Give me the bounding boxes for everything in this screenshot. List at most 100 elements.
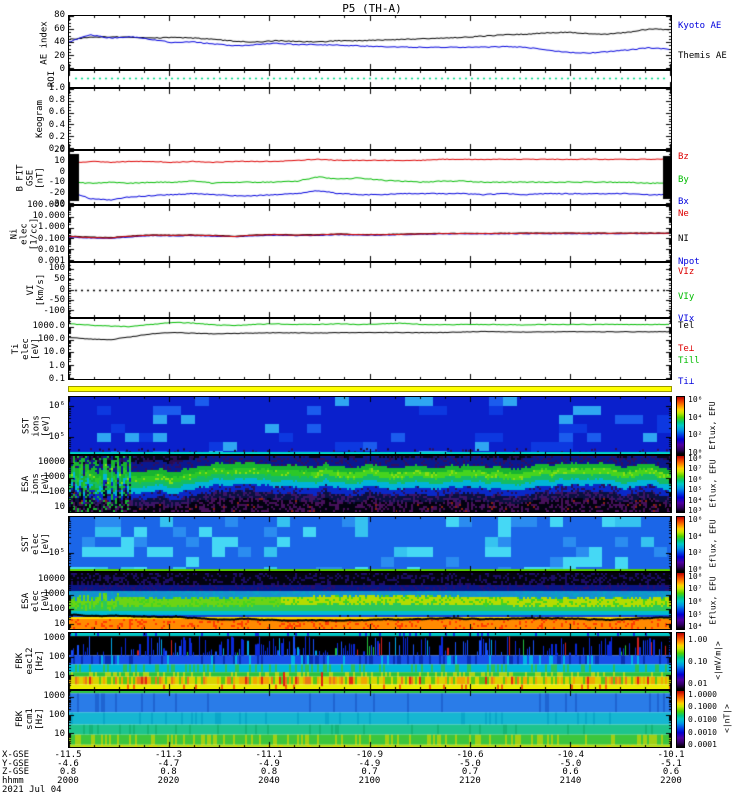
sst_ions-colorbar-tick: 10⁰	[688, 448, 703, 458]
fbk_b-colorbar	[676, 690, 685, 748]
ae-ytick-label: 80	[54, 10, 65, 20]
panel-ae	[68, 15, 672, 70]
velocity-ytick-label: 0	[59, 284, 65, 295]
keogram-ytick-label: 0.0	[48, 144, 65, 154]
date-label: 2021 Jul 04	[2, 785, 62, 795]
ae-trace-label-kyoto-ae: Kyoto AE	[678, 20, 722, 31]
xaxis-row-label-hhmm: hhmm	[2, 775, 24, 786]
temperature-axis-label: Ti elec [eV]	[11, 338, 41, 360]
xaxis-value: 0.6	[662, 767, 680, 777]
fbk_b-spectrogram-canvas	[69, 691, 671, 747]
esa_elec-colorbar-title: Eflux, EFU	[708, 576, 718, 625]
sst_elec-colorbar-tick: 10⁰	[688, 565, 703, 575]
sst_ions-axis-label: SST ions [eV]	[21, 414, 51, 437]
esa_elec-colorbar	[676, 572, 685, 630]
bfield-ytick-label: -10	[48, 177, 65, 188]
velocity-ytick-label: -100	[43, 305, 65, 316]
xaxis-value: -10.9	[355, 750, 384, 760]
esa_elec-ytick-label: 10000	[37, 574, 65, 585]
esa_elec-colorbar-tick: 10⁴	[688, 622, 703, 632]
sst_elec-axis-label: SST elec [eV]	[21, 533, 51, 555]
esa_ions-colorbar-tick: 10⁷	[688, 464, 703, 474]
keogram-ytick-label: 0.6	[48, 107, 65, 118]
xaxis-value: -4.6	[57, 758, 79, 769]
esa_ions-ytick-label: 10	[54, 502, 65, 513]
esa_elec-colorbar-tick: 10⁶	[688, 597, 703, 606]
sst_elec-colorbar-title: Eflux, EFU	[708, 519, 718, 568]
sst_ions-ytick-label: 10⁶	[48, 400, 65, 411]
temperature-trace-label-till: Till	[678, 356, 700, 367]
fbk_b-ytick-label: 10	[54, 728, 65, 739]
xaxis-value: -5.0	[559, 758, 582, 769]
xaxis-value: 0.6	[562, 767, 579, 777]
density-ytick-label: 10.000	[32, 211, 65, 222]
ae-plot-canvas	[69, 16, 671, 69]
temperature-ytick-label: 100.0	[37, 334, 65, 345]
density-ytick-label: 0.001	[37, 256, 65, 266]
bfield-trace-label-bx: Bx	[678, 197, 689, 208]
temperature-plot-canvas	[69, 319, 671, 379]
velocity-trace-label-viz: VIz	[678, 266, 695, 277]
esa_ions-axis-label: ESA ions [eV]	[21, 473, 51, 495]
roi-plot-canvas	[69, 71, 671, 87]
velocity-trace-label-viy: VIy	[678, 291, 695, 302]
fbk_b-ytick-label: 100	[48, 709, 65, 720]
roi-highlight-bar	[68, 386, 672, 392]
velocity-trace-label-vix: VIx	[678, 314, 695, 325]
ae-ytick-label: 0	[59, 64, 65, 74]
keogram-ytick-label: 1.0	[48, 83, 65, 93]
esa_elec-ytick-label: 10	[54, 619, 65, 630]
density-trace-label-npot: Npot	[678, 257, 700, 267]
temperature-trace-label-te-: Te⊥	[678, 344, 695, 355]
xaxis-row-label-x-gse: X-GSE	[2, 750, 30, 760]
fbk_b-colorbar-tick: 0.0010	[688, 727, 717, 737]
esa_ions-colorbar	[676, 455, 685, 513]
esa_ions-ytick-label: 1000	[43, 472, 65, 483]
fbk_b-colorbar-tick: 1.0000	[688, 689, 717, 699]
esa_ions-colorbar-tick: 10⁸	[688, 454, 703, 464]
bfield-ytick-label: 20	[54, 145, 65, 155]
fbk_e-colorbar	[676, 632, 685, 690]
density-trace-label-ne: Ne	[678, 208, 689, 219]
density-plot-canvas	[69, 206, 671, 261]
temperature-trace-label-tel: Tel	[678, 320, 695, 331]
fbk_b-colorbar-tick: 0.0001	[688, 740, 717, 750]
panel-sst_ions	[68, 396, 672, 455]
esa_elec-ytick-label: 100	[48, 604, 65, 615]
fbk_b-colorbar-tick: 0.0100	[688, 715, 717, 724]
fbk_e-axis-label: FBK eac12 [Hz]	[15, 647, 45, 675]
panel-esa_elec	[68, 572, 672, 630]
xaxis-value: 2200	[660, 775, 682, 786]
xaxis-value: -4.9	[358, 758, 381, 769]
keogram-plot-canvas	[69, 89, 671, 149]
density-ytick-label: 100.000	[27, 200, 65, 210]
xaxis-value: 0.8	[59, 767, 77, 777]
esa_ions-colorbar-tick: 10⁶	[688, 474, 703, 484]
bfield-trace-label-bz: Bz	[678, 152, 689, 163]
panel-sst_elec	[68, 516, 672, 572]
esa_ions-colorbar-tick: 10⁵	[688, 485, 703, 495]
bfield-trace-label-by: By	[678, 174, 689, 185]
bfield-ytick-label: -30	[48, 199, 65, 209]
xaxis-value: 0.8	[260, 767, 278, 777]
panel-velocity	[68, 262, 672, 318]
bfield-ytick-label: -20	[48, 188, 65, 199]
bfield-plot-canvas	[69, 151, 671, 204]
esa_ions-ytick-label: 100	[48, 487, 65, 498]
esa_elec-ytick-label: 1000	[43, 589, 65, 600]
bfield-axis-label: B FIT GSE [nT]	[15, 163, 45, 192]
xaxis-value: -11.1	[255, 750, 283, 760]
xaxis-value: 0.8	[160, 767, 177, 777]
ae-trace-label-themis-ae: Themis AE	[678, 51, 727, 62]
panel-esa_ions	[68, 455, 672, 513]
sst_elec-spectrogram-canvas	[69, 517, 671, 571]
panel-density	[68, 205, 672, 262]
sst_elec-colorbar	[676, 516, 685, 572]
esa_ions-colorbar-title: Eflux, EFU	[708, 459, 718, 508]
esa_ions-ytick-label: 10000	[37, 457, 65, 468]
xaxis-value: -10.6	[456, 750, 484, 760]
temperature-ytick-label: 0.1	[48, 374, 65, 384]
xaxis-value: 0.7	[361, 767, 378, 777]
velocity-plot-canvas	[69, 263, 671, 317]
keogram-ytick-label: 0.8	[48, 95, 65, 106]
